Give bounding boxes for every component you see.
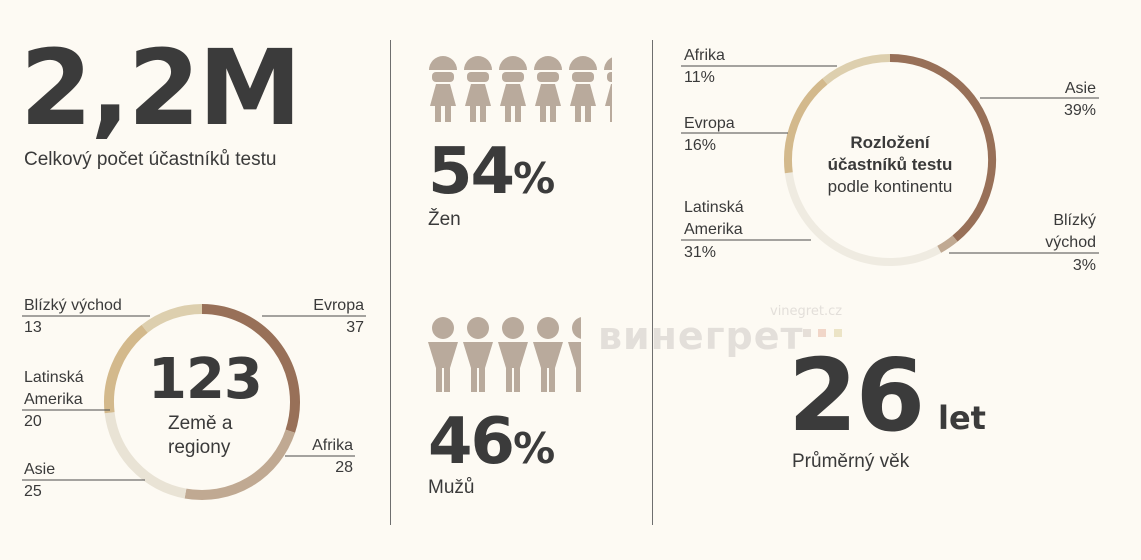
value-evropa: 37 [346,319,364,336]
donut-slice-afrika [184,429,296,500]
continents-donut-chart: Asie 39% Blízký východ 3% Latinská Amerika 31% E… [681,47,1099,274]
donut-slice-blízký-východ [141,304,203,333]
value-latam: 31% [684,244,716,261]
age-unit: let [938,399,986,437]
divider-left [390,40,391,525]
label-afrika: Afrika [684,47,725,64]
men-percent-value: 46% [428,410,555,474]
total-value: 2,2M [20,27,302,149]
donut-slice-latinská-amerika [784,172,942,266]
continents-title: Rozložení účastníků testu podle kontinen… [790,132,990,198]
man-icon-partial [568,317,581,392]
label-afrika: Afrika [312,437,353,454]
donut-slice-asie [889,54,996,242]
watermark-dot-2 [818,329,827,337]
men-label: Mužů [428,477,475,498]
donut-slice-asie [104,412,187,499]
woman-icon [464,56,492,122]
women-value: 54 [428,135,515,209]
value-afrika: 11% [684,69,715,86]
label-vychod: východ [1045,234,1096,251]
value-evropa: 16% [684,137,716,154]
value-afrika: 28 [335,459,353,476]
donut-slice-afrika [822,54,891,85]
watermark-dot-1 [803,329,811,337]
label-asie: Asie [24,461,55,478]
label-blizky: Blízký [1053,212,1096,229]
value-blizky: 3% [1073,257,1096,274]
watermark-brand: винегрет [598,314,804,358]
donut-slice-evropa [784,78,828,174]
men-percent-sign: % [513,424,556,473]
man-icon [533,317,563,392]
woman-icon [429,56,457,122]
label-amerika: Amerika [24,391,83,408]
label-latinska: Latinská [24,369,84,386]
women-percent-value: 54% [428,140,555,204]
donut-slice-latinská-amerika [104,324,148,414]
value-latam: 20 [24,413,42,430]
label-evropa: Evropa [313,297,364,314]
countries-label-line2: regiony [168,437,231,458]
continents-title-line2: účastníků testu [827,155,953,175]
man-icon [498,317,528,392]
woman-icon [534,56,562,122]
label-amerika: Amerika [684,221,743,238]
label-blizky-vychod: Blízký východ [24,297,122,314]
label-evropa: Evropa [684,115,735,132]
watermark-dot-3 [833,329,842,337]
watermark-dots [803,324,842,342]
woman-icon [569,56,597,122]
label-latinska: Latinská [684,199,744,216]
donut-slice-evropa [201,304,300,433]
divider-right [652,40,653,525]
value-blizky: 13 [24,319,42,336]
watermark-domain: vinegret.cz [770,304,843,319]
value-asie: 25 [24,483,42,500]
total-label: Celkový počet účastníků testu [24,149,277,170]
woman-icon [499,56,527,122]
donut-slice-blízký-východ [937,235,958,253]
continents-title-line1: Rozložení [850,133,930,152]
women-percent-sign: % [513,154,556,203]
women-icon-row [429,56,612,122]
man-icon [428,317,458,392]
women-label: Žen [428,209,461,230]
age-value: 26 [788,337,925,454]
woman-icon-partial [604,57,612,122]
men-value: 46 [428,405,515,479]
men-icon-row [428,317,581,392]
countries-label-line1: Země a [168,413,233,434]
countries-donut-chart: Evropa 37 Afrika 28 Asie 25 Latinská Amerika 20 B… [22,297,366,500]
countries-value: 123 [148,347,263,412]
continents-title-line3: podle kontinentu [827,177,953,197]
label-asie: Asie [1065,80,1096,97]
value-asie: 39% [1064,102,1096,119]
man-icon [463,317,493,392]
age-label: Průměrný věk [792,451,910,472]
